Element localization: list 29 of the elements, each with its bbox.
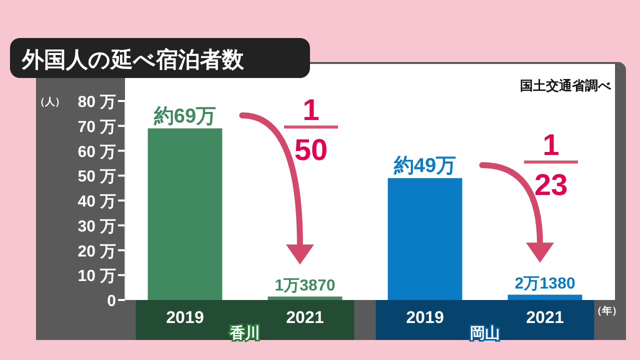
y-axis-title: （人） [35,96,65,108]
annotation: 1 [542,129,560,162]
annotation: 1 [302,94,320,127]
x-tick-label: 2019 [406,308,444,327]
y-tick-label: 70 万 [78,118,116,136]
y-tick-label: 40 万 [78,194,116,210]
y-tick-label: 80 万 [78,94,116,111]
x-tick-label: 2021 [526,308,564,327]
text: 香川 [229,325,260,342]
text: 岡山 [470,325,500,342]
annotation: 23 [534,169,568,202]
y-tick-label: 20 万 [78,243,116,260]
data-label: 約49万 [392,155,456,178]
y-tick-label: 10 万 [78,268,116,286]
annotation: 50 [294,134,328,167]
y-tick-label: 50 万 [78,168,116,186]
bar [268,296,342,300]
x-tick-label: 2021 [286,308,324,327]
y-tick-label: 0 [107,293,116,310]
data-label: 1万3870 [274,278,336,295]
x-tick-label: 2019 [166,308,204,327]
y-tick-label: 30 万 [78,218,116,236]
text: 国土交通省調べ [520,78,612,93]
y-tick-label: 60 万 [78,144,116,161]
data-label: 約69万 [152,105,216,128]
chart-title: 外国人の延べ宿泊者数 [21,47,245,72]
x-axis-title: （年） [592,305,622,317]
data-label: 2万1380 [514,276,576,293]
bar [508,294,582,300]
